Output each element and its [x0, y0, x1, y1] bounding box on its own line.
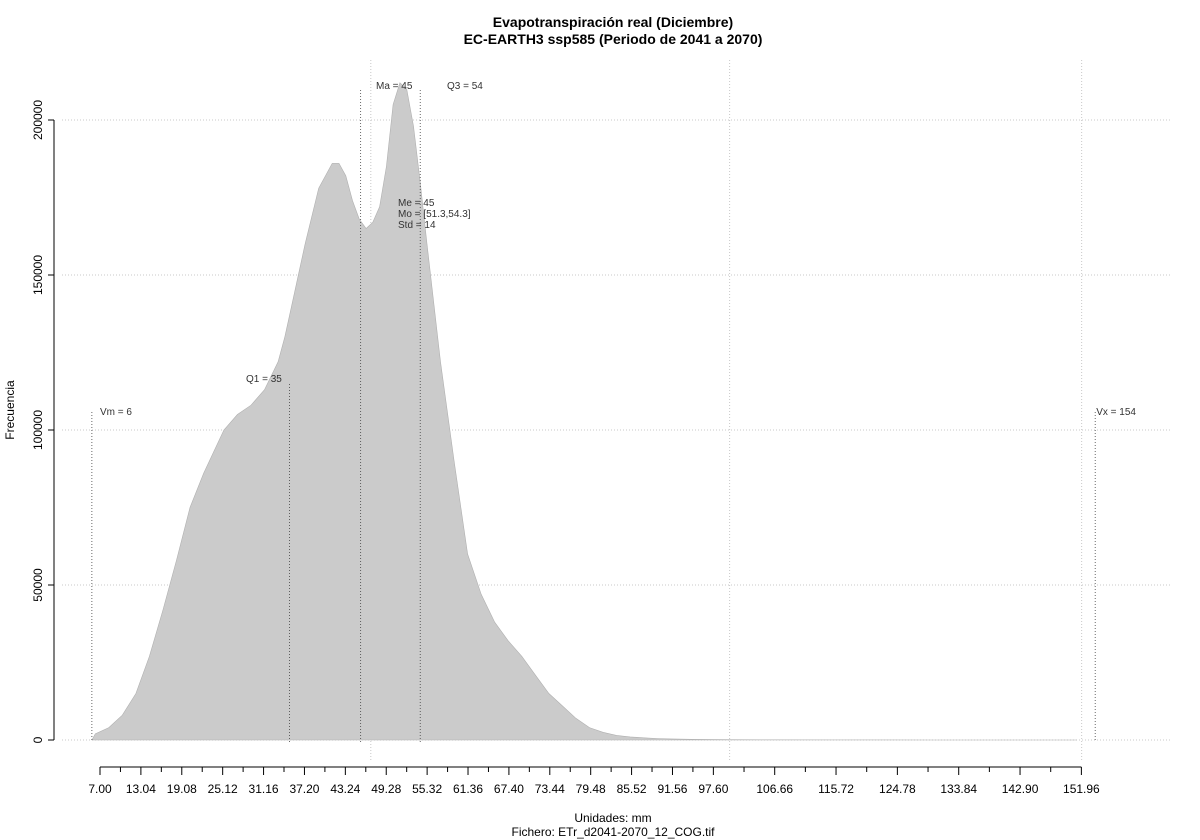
stat-label-vx: Vx = 154	[1096, 407, 1136, 418]
x-tick-label: 13.04	[126, 782, 156, 796]
x-tick-label: 19.08	[167, 782, 197, 796]
stat-labels: Vm = 6 Q1 = 35 Ma = 45 Q3 = 54 Vx = 154 Me = …	[100, 81, 1136, 418]
x-tick-label: 91.56	[657, 782, 687, 796]
x-tick-label: 43.24	[330, 782, 360, 796]
x-tick-label: 97.60	[698, 782, 728, 796]
chart-subtitle: EC-EARTH3 ssp585 (Periodo de 2041 a 2070…	[463, 31, 763, 47]
y-tick-label: 200000	[31, 100, 45, 140]
x-axis: 7.00 13.04 19.08 25.12 31.16 37.20 43.24 49.28 5…	[88, 766, 1100, 796]
x-tick-label: 79.48	[576, 782, 606, 796]
stat-label-vm: Vm = 6	[100, 407, 132, 418]
x-tick-label: 115.72	[818, 782, 854, 796]
stat-label-q3: Q3 = 54	[447, 81, 483, 92]
x-tick-label: 124.78	[879, 782, 916, 796]
x-tick-label: 151.96	[1063, 782, 1100, 796]
x-tick-label: 106.66	[756, 782, 793, 796]
y-tick-label: 0	[31, 736, 45, 743]
x-tick-label: 7.00	[88, 782, 112, 796]
y-tick-label: 100000	[31, 410, 45, 450]
x-axis-label: Unidades: mm	[574, 811, 652, 825]
x-tick-label: 133.84	[940, 782, 977, 796]
y-axis-label: Frecuencia	[3, 380, 17, 440]
x-tick-label: 61.36	[453, 782, 483, 796]
stat-label-me: Me = 45	[398, 198, 435, 209]
stat-label-ma: Ma = 45	[376, 81, 413, 92]
x-tick-label: 25.12	[208, 782, 238, 796]
y-axis: 0 50000 100000 150000 200000	[31, 100, 55, 743]
density-area	[91, 82, 1077, 741]
y-tick-label: 50000	[31, 568, 45, 602]
y-tick-label: 150000	[31, 255, 45, 295]
stat-label-mo: Mo = [51.3,54.3]	[398, 209, 471, 220]
x-tick-label: 85.52	[617, 782, 647, 796]
x-tick-label: 37.20	[289, 782, 319, 796]
stat-label-std: Std = 14	[398, 220, 436, 231]
x-tick-label: 31.16	[249, 782, 279, 796]
chart-title: Evapotranspiración real (Diciembre)	[492, 14, 734, 30]
x-tick-label: 142.90	[1002, 782, 1039, 796]
stat-lines	[91, 90, 1096, 742]
x-tick-label: 55.32	[412, 782, 442, 796]
stat-label-q1: Q1 = 35	[246, 374, 282, 385]
x-tick-label: 73.44	[535, 782, 565, 796]
x-tick-label: 49.28	[371, 782, 401, 796]
file-label: Fichero: ETr_d2041-2070_12_COG.tif	[511, 825, 715, 839]
x-tick-label: 67.40	[494, 782, 524, 796]
